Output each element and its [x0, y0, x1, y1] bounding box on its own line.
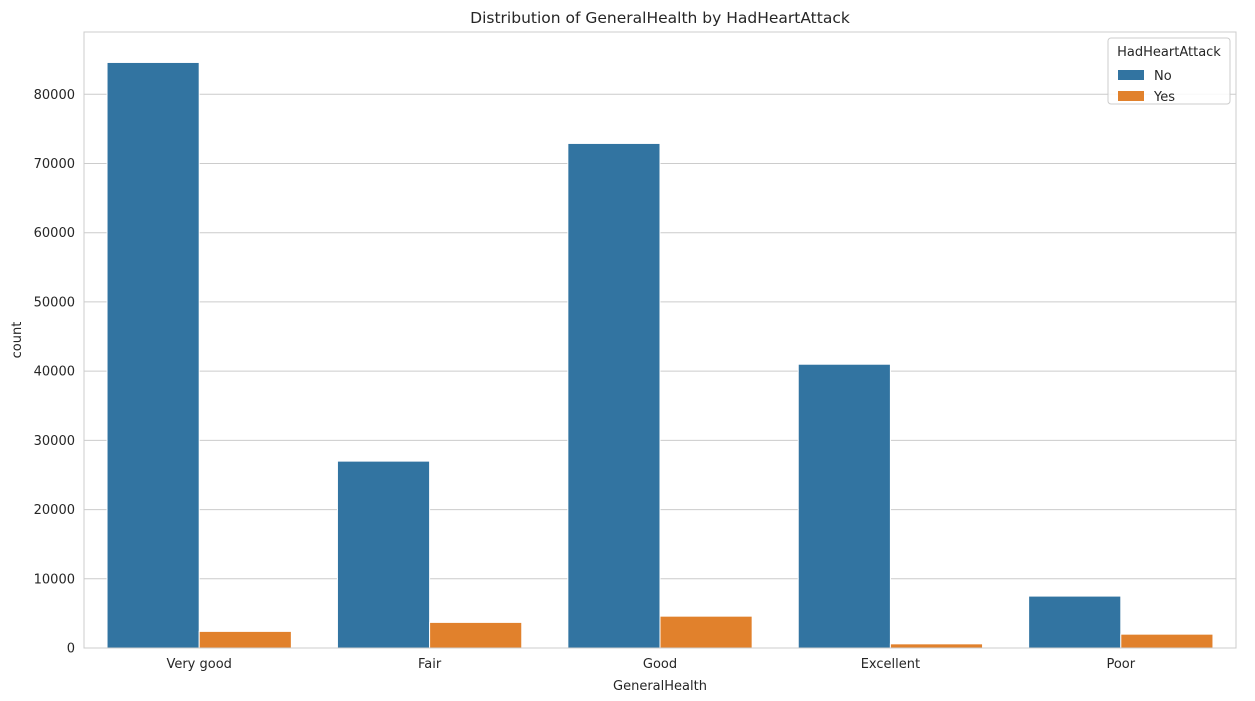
y-tick-label: 50000 [34, 295, 75, 310]
x-tick-label: Fair [418, 657, 442, 672]
x-tick-label: Good [643, 657, 677, 672]
bar [659, 615, 753, 649]
legend-box [1107, 37, 1231, 105]
bar [1028, 595, 1122, 649]
bar [889, 643, 984, 649]
bars [106, 61, 1214, 649]
legend-item-label: No [1154, 69, 1172, 84]
y-tick-label: 60000 [34, 226, 75, 241]
x-axis-label: GeneralHealth [613, 679, 707, 694]
bar [1120, 633, 1214, 649]
y-tick-label: 20000 [34, 503, 75, 518]
x-tick-label: Poor [1106, 657, 1135, 672]
chart-title: Distribution of GeneralHealth by HadHear… [470, 9, 850, 27]
y-tick-label: 10000 [34, 572, 75, 587]
bar [797, 363, 891, 649]
legend-item-label: Yes [1153, 90, 1175, 105]
legend-swatch [1118, 70, 1144, 80]
x-tick-label: Excellent [861, 657, 920, 672]
y-tick-label: 0 [67, 642, 75, 657]
legend-items: No Yes [1118, 69, 1175, 105]
plot-frame [83, 31, 1237, 649]
legend-swatch [1118, 91, 1144, 101]
y-tick-label: 70000 [34, 157, 75, 172]
x-tick-label: Very good [166, 657, 231, 672]
y-axis-label: count [10, 322, 25, 359]
legend-title: HadHeartAttack [1117, 45, 1221, 60]
bar [106, 61, 200, 649]
bar [429, 621, 523, 649]
y-tick-label: 40000 [34, 365, 75, 380]
x-tick-labels: Very good Fair Good Excellent Poor [166, 657, 1135, 672]
y-tick-label: 30000 [34, 434, 75, 449]
bar [198, 630, 292, 649]
y-tick-label: 80000 [34, 88, 75, 103]
y-tick-labels: 0 10000 20000 30000 40000 50000 60000 70000 8000… [34, 88, 75, 657]
bar [567, 142, 661, 649]
bar [336, 460, 431, 649]
legend: HadHeartAttack No Yes [1107, 37, 1231, 105]
